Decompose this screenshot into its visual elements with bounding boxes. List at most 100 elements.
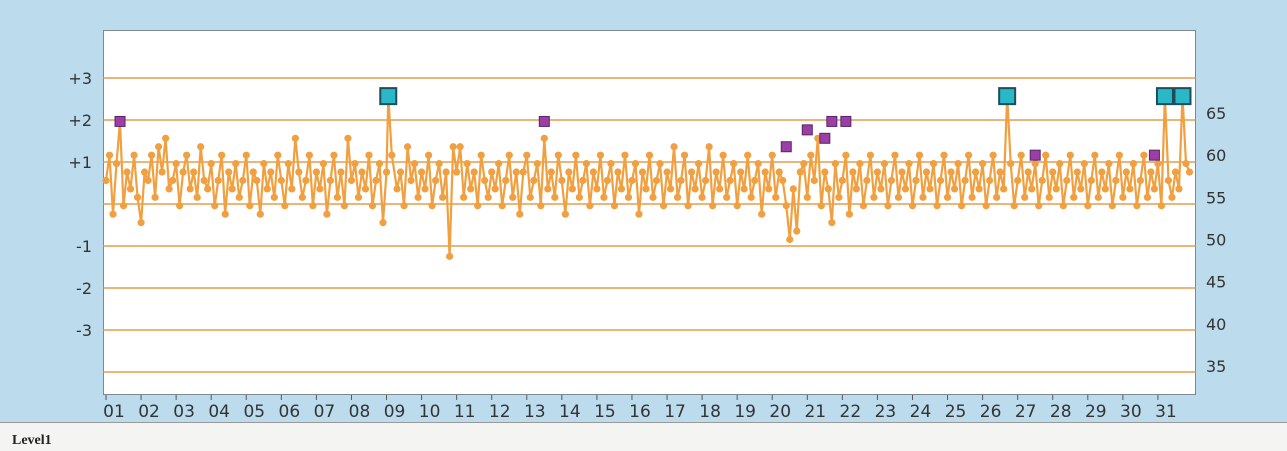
mid-marker	[826, 115, 838, 127]
data-point	[754, 160, 762, 168]
left-tick-label: +3	[68, 69, 92, 88]
level-footer: Level1	[0, 422, 1287, 451]
data-point	[908, 202, 917, 210]
data-point	[309, 202, 317, 210]
data-point	[221, 210, 229, 218]
data-point	[463, 160, 471, 168]
data-point	[421, 185, 429, 193]
data-point	[1168, 193, 1176, 201]
data-point	[379, 219, 387, 227]
data-point	[716, 185, 724, 193]
x-tick-label: 02	[138, 402, 160, 422]
data-point	[435, 160, 443, 168]
data-point	[354, 193, 363, 201]
data-point	[663, 168, 671, 176]
data-point	[130, 151, 138, 159]
data-point	[579, 176, 587, 185]
data-point	[779, 176, 787, 185]
data-point	[898, 168, 906, 176]
data-point	[943, 193, 952, 201]
data-point	[870, 193, 878, 201]
data-point	[519, 168, 527, 176]
data-point	[204, 185, 212, 193]
data-point	[768, 151, 776, 159]
data-point	[491, 185, 499, 193]
data-point	[218, 151, 226, 159]
data-point	[368, 202, 377, 210]
data-point	[158, 168, 166, 176]
data-point	[614, 168, 622, 176]
x-tick-label: 13	[524, 402, 546, 422]
data-point	[1049, 168, 1057, 176]
x-tick-label: 14	[559, 402, 581, 422]
data-point	[1024, 168, 1032, 176]
x-tick-label: 04	[208, 402, 230, 422]
data-point	[449, 143, 457, 151]
data-point	[288, 185, 296, 193]
data-point	[666, 185, 675, 193]
data-point	[803, 193, 811, 201]
data-point	[133, 193, 142, 201]
data-point	[842, 151, 850, 159]
data-point	[340, 202, 349, 210]
data-point	[302, 176, 310, 185]
x-tick-label: 09	[384, 402, 406, 422]
data-point	[740, 185, 748, 193]
data-point	[656, 160, 664, 168]
data-point	[295, 168, 303, 176]
data-point	[733, 202, 741, 210]
data-point	[253, 176, 261, 185]
data-point	[547, 168, 555, 176]
data-point	[246, 202, 254, 210]
data-point	[705, 143, 713, 151]
data-point	[838, 176, 846, 185]
mid-marker	[840, 115, 852, 127]
data-point	[263, 185, 271, 193]
right-tick-label: 60	[1206, 146, 1226, 165]
data-point	[1175, 185, 1183, 193]
data-point	[330, 151, 338, 159]
data-point	[986, 176, 994, 185]
data-point	[568, 185, 576, 193]
data-point	[1084, 202, 1092, 210]
data-point	[495, 160, 503, 168]
data-point	[593, 185, 601, 193]
data-point	[119, 202, 128, 210]
data-point	[456, 143, 464, 151]
data-point	[670, 143, 678, 151]
data-point	[439, 193, 447, 201]
data-point	[351, 160, 359, 168]
data-point	[950, 185, 959, 193]
data-point	[537, 202, 545, 210]
data-point	[866, 151, 875, 159]
data-point	[719, 151, 727, 159]
data-point	[112, 160, 121, 168]
data-point	[512, 168, 520, 176]
data-point	[684, 202, 692, 210]
data-point	[1133, 202, 1141, 210]
data-point	[1010, 202, 1018, 210]
data-point	[407, 176, 415, 185]
data-point	[239, 176, 247, 185]
data-point	[758, 210, 766, 218]
data-point	[1031, 160, 1039, 168]
data-point	[831, 160, 839, 168]
data-point	[698, 193, 706, 201]
data-point	[200, 176, 208, 185]
data-point	[961, 176, 969, 185]
data-point	[232, 160, 240, 168]
data-point	[863, 176, 871, 185]
data-point	[474, 202, 482, 210]
data-point	[305, 151, 313, 159]
data-point	[554, 151, 562, 159]
data-point	[905, 160, 913, 168]
left-tick-label: +1	[68, 153, 92, 172]
data-point	[817, 202, 825, 210]
data-point	[628, 176, 636, 185]
data-point	[596, 151, 605, 159]
data-point	[414, 193, 422, 201]
data-point	[1028, 185, 1036, 193]
data-point	[498, 202, 506, 210]
high-marker	[1155, 87, 1174, 106]
x-tick-label: 03	[173, 402, 195, 422]
